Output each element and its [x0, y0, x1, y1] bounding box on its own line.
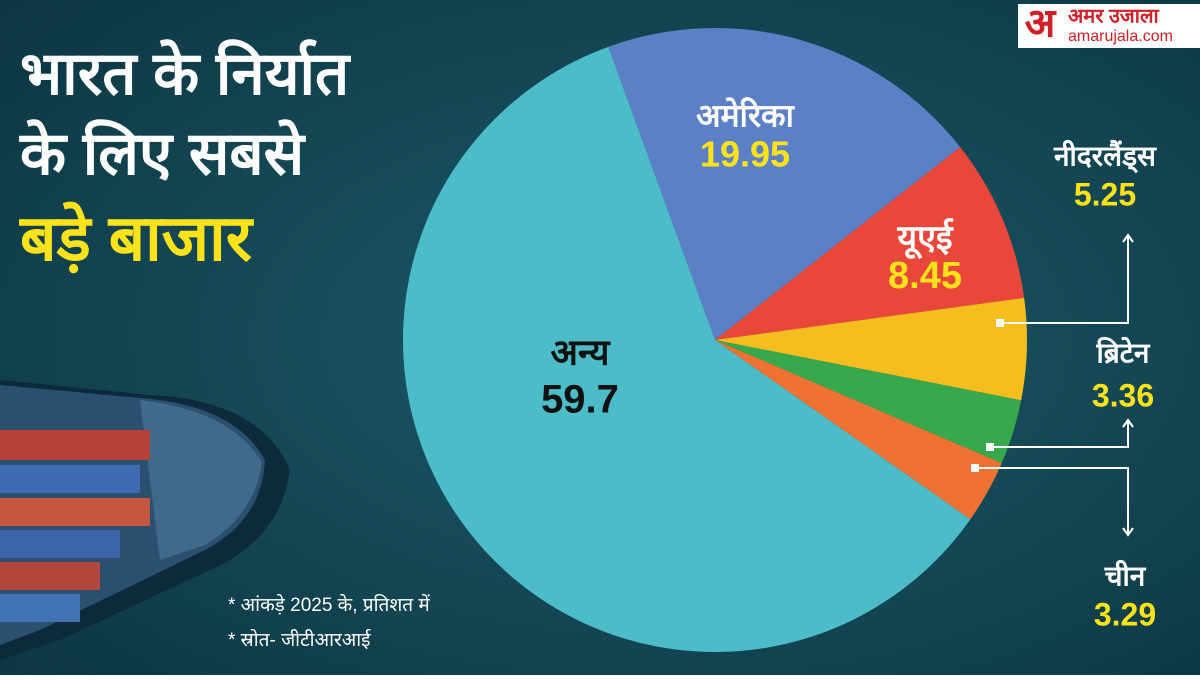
logo-box: [1018, 4, 1200, 48]
value-label: 3.36: [1092, 377, 1154, 413]
pie-slice: [608, 28, 961, 341]
logo: अ अमर उजाला amarujala.com: [1018, 2, 1200, 48]
leader-arrow: [1122, 233, 1134, 243]
category-label: नीदरलैंड्स: [1053, 139, 1157, 173]
leader-arrow: [1122, 418, 1134, 428]
title-line: भारत के निर्यात: [20, 39, 351, 107]
title-line: के लिए सबसे: [19, 119, 307, 187]
category-label: अमेरिका: [696, 96, 796, 133]
pie-slice: [715, 147, 1025, 340]
category-label: यूएई: [896, 217, 954, 260]
note: * स्रोत- जीटीआरआई: [228, 628, 372, 651]
value-label: 19.95: [700, 134, 790, 175]
category-label: ब्रिटेन: [1096, 336, 1151, 368]
category-label: अन्य: [550, 332, 610, 373]
leader-dot: [996, 319, 1004, 327]
value-label: 5.25: [1074, 176, 1136, 212]
title-line: बड़े बाजार: [19, 201, 255, 274]
leader-dot: [971, 464, 979, 472]
logo-name: अमर उजाला: [1068, 5, 1160, 27]
value-label: 59.7: [541, 378, 619, 422]
logo-mark: अ: [1025, 2, 1057, 46]
pie-slice: [403, 46, 971, 652]
leader-line: [1000, 235, 1129, 324]
logo-site: amarujala.com: [1068, 28, 1173, 45]
leader-line: [990, 420, 1129, 448]
value-label: 8.45: [888, 255, 962, 297]
leader-dot: [986, 443, 994, 451]
pie-slice: [715, 340, 1022, 464]
leader-line: [975, 467, 1129, 535]
note: * आंकड़े 2025 के, प्रतिशत में: [228, 593, 430, 616]
value-label: 3.29: [1094, 596, 1156, 632]
pie-slice: [715, 297, 1027, 401]
leader-arrow: [1122, 527, 1134, 537]
pie-slice: [715, 340, 1002, 520]
ship-illustration: [0, 380, 290, 660]
category-label: चीन: [1104, 559, 1147, 591]
